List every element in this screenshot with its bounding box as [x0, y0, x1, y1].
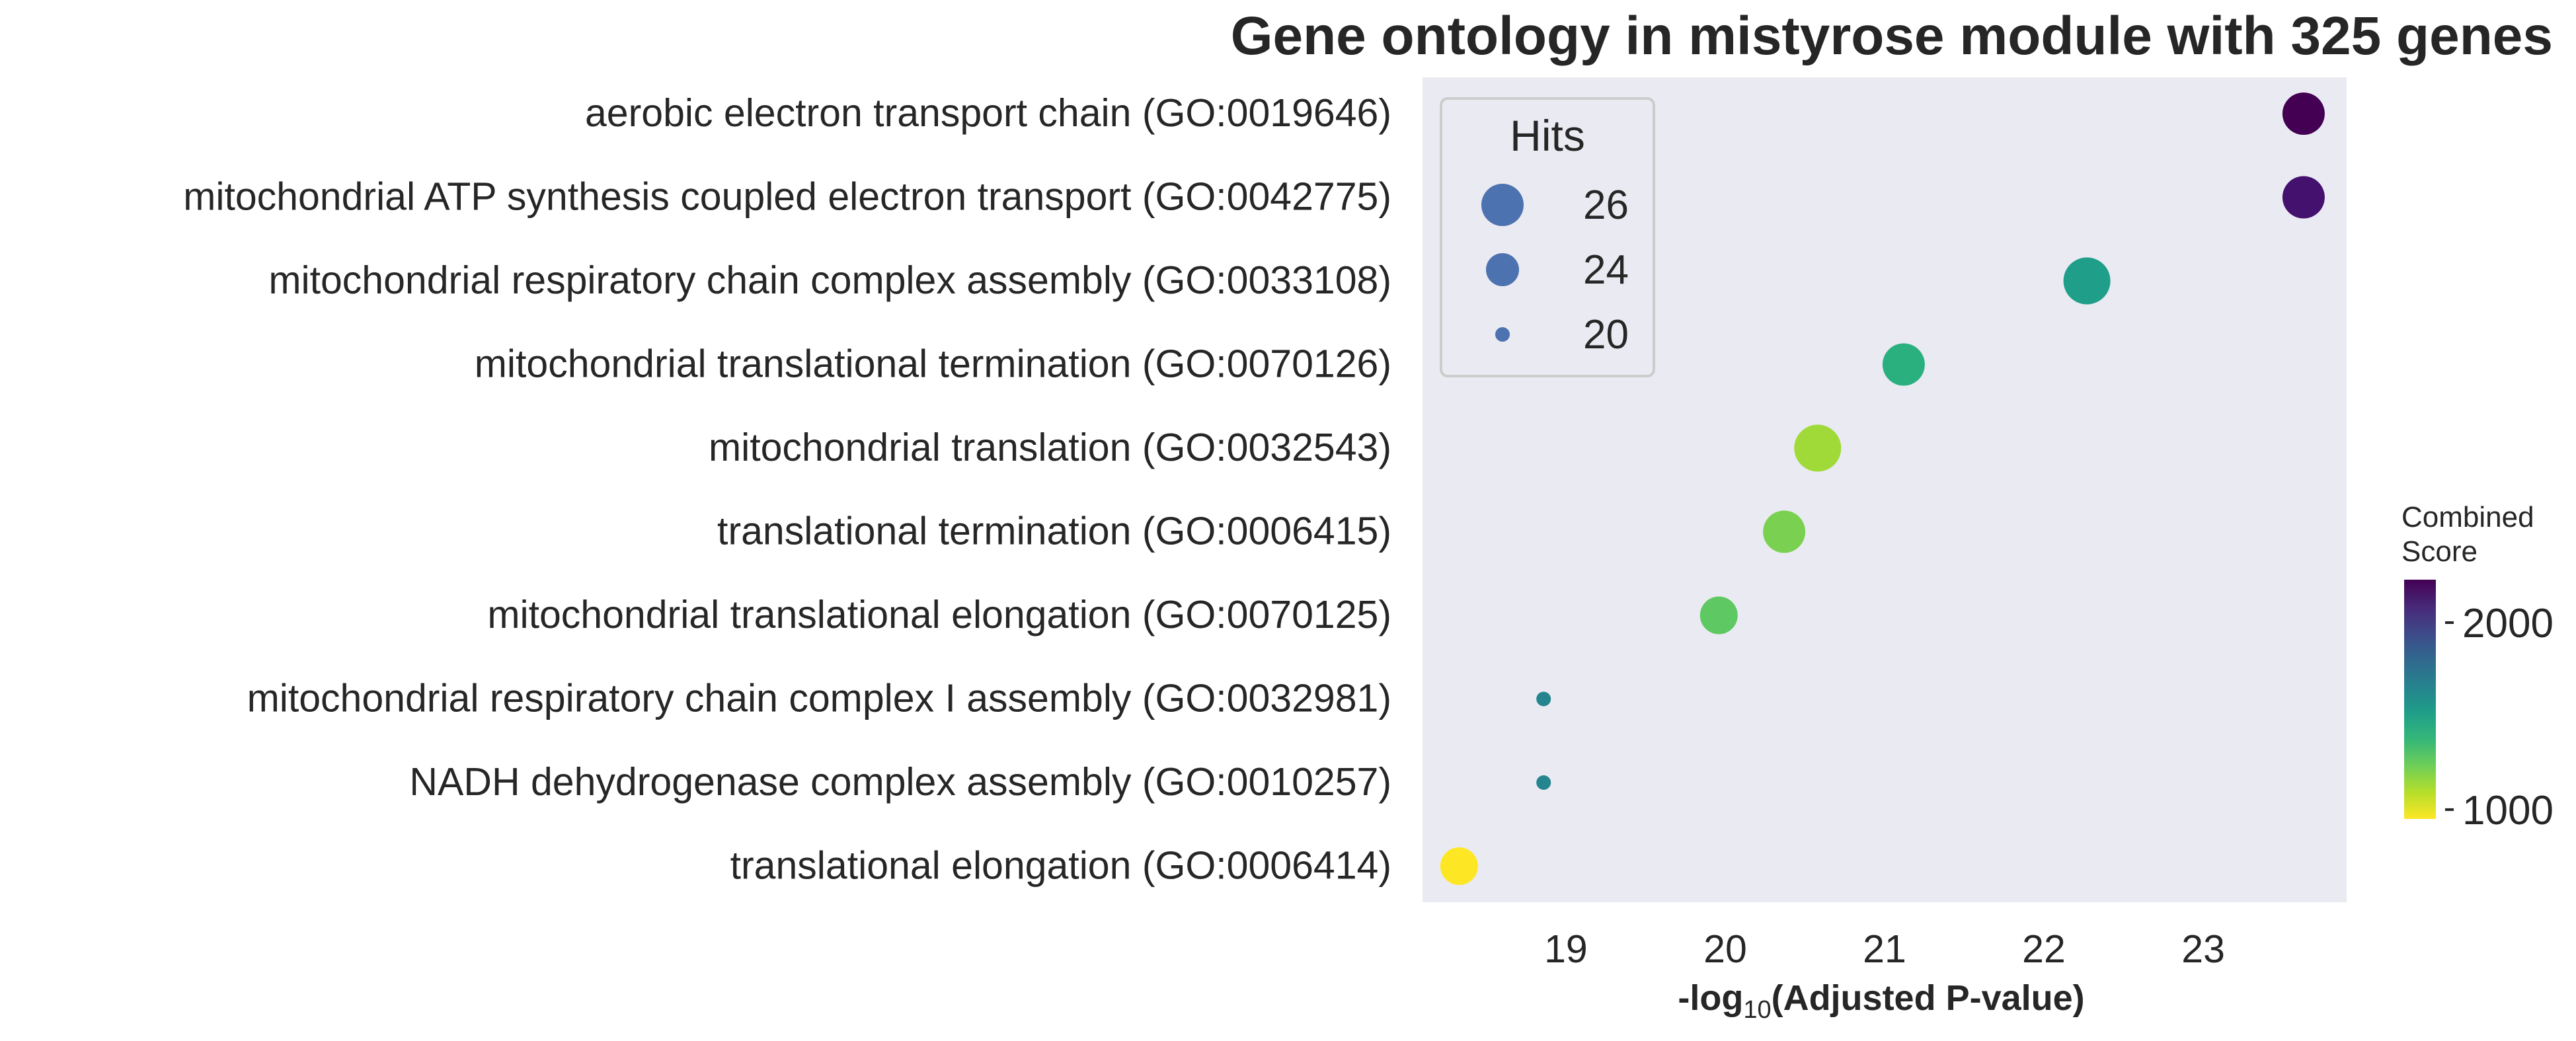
x-tick-label: 22	[2022, 927, 2066, 971]
data-point	[2282, 176, 2325, 219]
y-tick-label: translational elongation (GO:0006414)	[730, 844, 1391, 888]
data-point	[1794, 424, 1842, 472]
colorbar-title: Combined Score	[2401, 501, 2542, 568]
colorbar-title-line2: Score	[2401, 535, 2478, 568]
colorbar-tick-label: 1000	[2462, 788, 2554, 833]
size-legend-frame	[1440, 97, 1655, 377]
data-point	[2063, 257, 2111, 305]
colorbar-gradient	[2404, 580, 2436, 819]
y-tick-label: mitochondrial respiratory chain complex …	[247, 677, 1391, 720]
size-legend-marker	[1481, 184, 1524, 226]
data-point	[1536, 775, 1551, 790]
colorbar-tick-label: 2000	[2462, 601, 2554, 646]
x-axis-label-suffix: (Adjusted P-value)	[1772, 978, 2085, 1018]
size-legend-title: Hits	[1510, 111, 1585, 160]
y-tick-label: mitochondrial translational termination …	[475, 342, 1391, 386]
x-axis-label-subscript: 10	[1743, 996, 1771, 1024]
x-tick-label: 19	[1544, 927, 1588, 971]
data-point	[2282, 93, 2325, 135]
x-tick-label: 20	[1703, 927, 1747, 971]
chart-title: Gene ontology in mistyrose module with 3…	[1231, 6, 2553, 66]
data-point	[1440, 847, 1478, 885]
size-legend-label: 26	[1583, 182, 1629, 228]
size-legend-label: 24	[1583, 247, 1629, 293]
colorbar-title-line1: Combined	[2401, 501, 2534, 533]
y-tick-label: mitochondrial ATP synthesis coupled elec…	[183, 175, 1391, 219]
size-legend: Hits 26 24 20	[1440, 97, 1655, 377]
x-axis-label-prefix: -log	[1678, 978, 1743, 1018]
y-tick-label: NADH dehydrogenase complex assembly (GO:…	[409, 760, 1391, 804]
size-legend-label: 20	[1583, 312, 1629, 358]
data-point	[1536, 691, 1551, 707]
size-legend-entries: 26 24 20	[1481, 182, 1629, 358]
x-tick-label: 21	[1863, 927, 1906, 971]
y-axis-labels: aerobic electron transport chain (GO:001…	[183, 91, 1391, 888]
colorbar-ticks: 2000 1000	[2445, 601, 2554, 833]
data-point	[1763, 510, 1806, 553]
x-tick-label: 23	[2181, 927, 2225, 971]
data-point	[1699, 596, 1738, 635]
colorbar: Combined Score 2000 1000	[2401, 501, 2554, 833]
y-tick-label: mitochondrial translation (GO:0032543)	[709, 426, 1391, 469]
y-tick-label: translational termination (GO:0006415)	[717, 510, 1391, 553]
size-legend-marker	[1486, 253, 1519, 286]
data-points	[1440, 93, 2325, 885]
y-tick-label: mitochondrial respiratory chain complex …	[268, 258, 1391, 302]
y-tick-label: aerobic electron transport chain (GO:001…	[585, 91, 1391, 135]
size-legend-marker	[1495, 327, 1510, 342]
x-axis-label: -log10(Adjusted P-value)	[1678, 978, 2084, 1024]
x-axis-ticks: 19 20 21 22 23	[1544, 927, 2225, 971]
y-tick-label: mitochondrial translational elongation (…	[487, 593, 1391, 636]
data-point	[1882, 343, 1925, 386]
